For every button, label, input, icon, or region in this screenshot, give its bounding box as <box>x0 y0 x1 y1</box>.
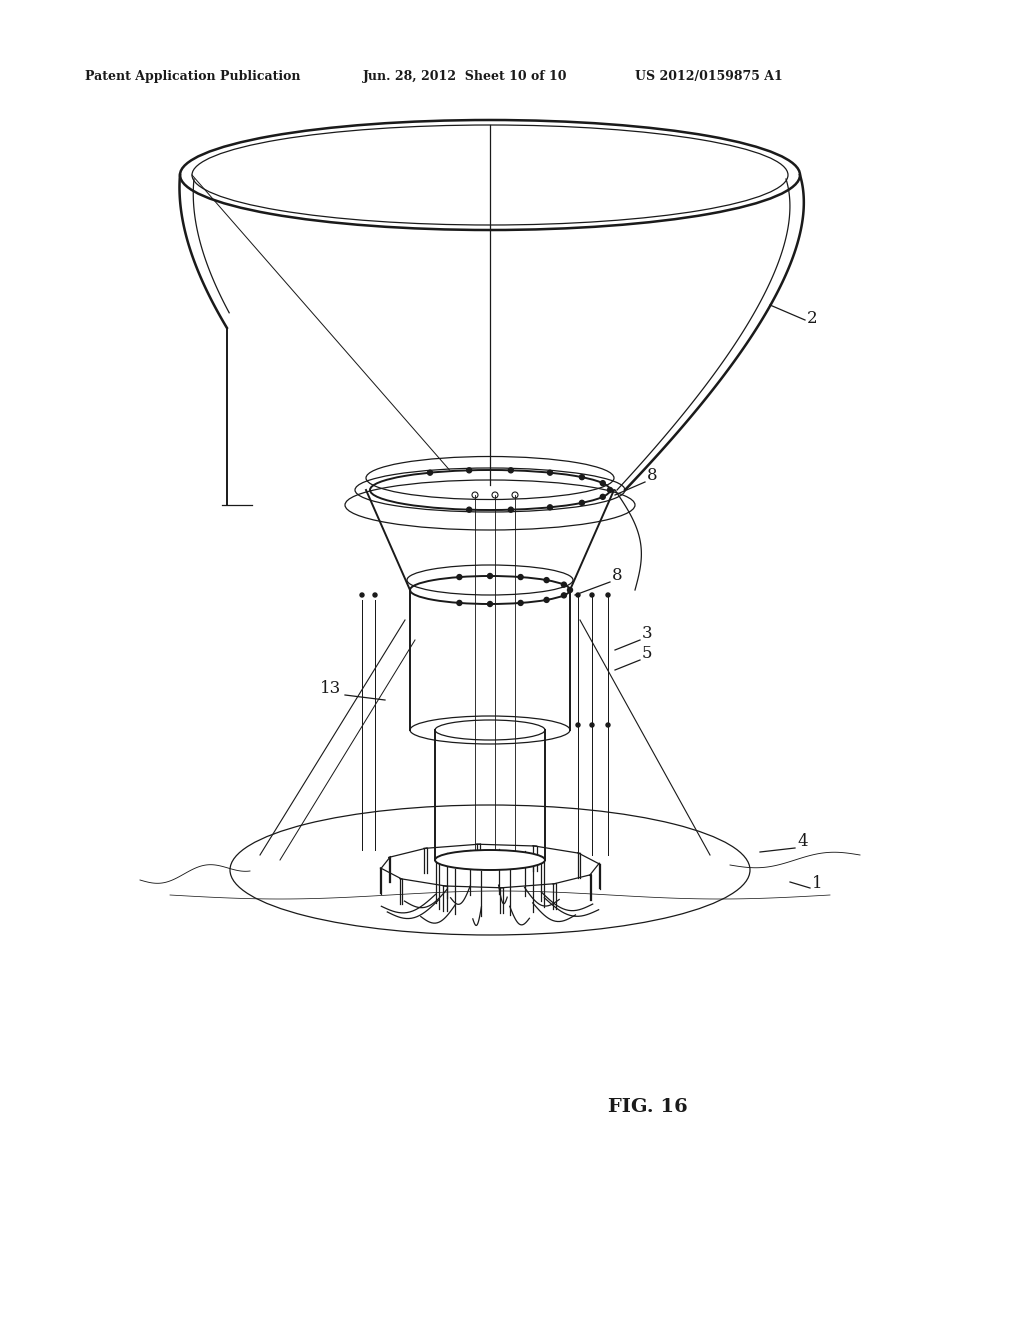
Text: 8: 8 <box>612 568 623 583</box>
Circle shape <box>457 574 462 579</box>
Circle shape <box>561 582 566 587</box>
Text: FIG. 16: FIG. 16 <box>608 1098 688 1115</box>
Circle shape <box>600 480 605 486</box>
Circle shape <box>561 593 566 598</box>
Text: 13: 13 <box>319 680 341 697</box>
Circle shape <box>548 470 553 475</box>
Circle shape <box>548 504 553 510</box>
Circle shape <box>606 593 610 597</box>
Circle shape <box>518 574 523 579</box>
Circle shape <box>590 593 594 597</box>
Text: 8: 8 <box>647 467 657 484</box>
Circle shape <box>544 578 549 582</box>
Circle shape <box>580 500 585 506</box>
Circle shape <box>600 495 605 499</box>
Circle shape <box>544 598 549 602</box>
Circle shape <box>607 487 612 492</box>
Circle shape <box>487 602 493 606</box>
Circle shape <box>590 723 594 727</box>
Circle shape <box>360 593 364 597</box>
Circle shape <box>575 593 580 597</box>
Text: 4: 4 <box>797 833 808 850</box>
Circle shape <box>487 573 493 578</box>
Circle shape <box>373 593 377 597</box>
Circle shape <box>567 587 572 593</box>
Text: 2: 2 <box>807 310 817 327</box>
Circle shape <box>518 601 523 606</box>
Circle shape <box>580 475 585 479</box>
Text: Patent Application Publication: Patent Application Publication <box>85 70 300 83</box>
Circle shape <box>467 467 472 473</box>
Text: 3: 3 <box>642 624 652 642</box>
Circle shape <box>606 723 610 727</box>
Text: 1: 1 <box>812 875 822 892</box>
Circle shape <box>575 723 580 727</box>
Circle shape <box>508 467 513 473</box>
Text: Jun. 28, 2012  Sheet 10 of 10: Jun. 28, 2012 Sheet 10 of 10 <box>362 70 567 83</box>
Circle shape <box>457 601 462 606</box>
Circle shape <box>508 507 513 512</box>
Text: US 2012/0159875 A1: US 2012/0159875 A1 <box>635 70 782 83</box>
Circle shape <box>467 507 472 512</box>
Circle shape <box>427 470 432 475</box>
Ellipse shape <box>435 850 545 870</box>
Text: 5: 5 <box>642 645 652 663</box>
